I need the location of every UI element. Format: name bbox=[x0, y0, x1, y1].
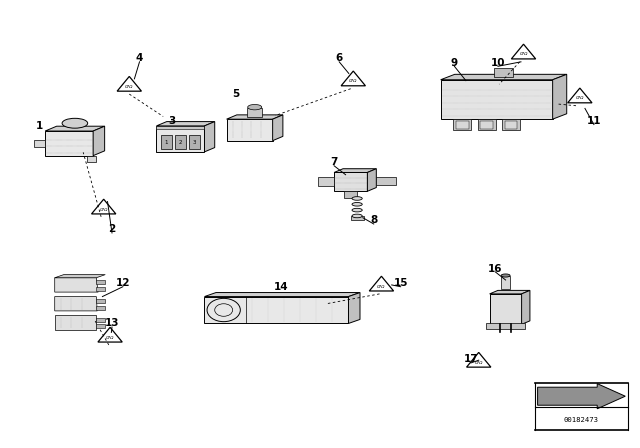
Bar bbox=[486, 323, 525, 329]
Polygon shape bbox=[440, 74, 567, 80]
Bar bbox=[504, 121, 518, 129]
Polygon shape bbox=[156, 126, 204, 152]
Text: 17: 17 bbox=[464, 354, 478, 364]
Text: 6: 6 bbox=[335, 53, 343, 63]
Ellipse shape bbox=[352, 197, 362, 200]
Text: 16: 16 bbox=[488, 264, 502, 274]
Bar bbox=[96, 318, 105, 322]
Text: 2: 2 bbox=[179, 139, 182, 145]
Polygon shape bbox=[227, 119, 273, 141]
Text: 14: 14 bbox=[275, 282, 289, 292]
Polygon shape bbox=[55, 278, 98, 292]
Bar bbox=[453, 119, 471, 130]
Text: 07Ω: 07Ω bbox=[575, 96, 584, 100]
Text: 10: 10 bbox=[491, 58, 505, 68]
Bar bbox=[351, 216, 364, 220]
Polygon shape bbox=[522, 290, 530, 324]
Polygon shape bbox=[204, 121, 214, 152]
Text: 3: 3 bbox=[168, 116, 175, 126]
Text: 7: 7 bbox=[330, 157, 338, 167]
Text: 8: 8 bbox=[370, 215, 378, 225]
Text: 2: 2 bbox=[108, 224, 116, 234]
Bar bbox=[344, 191, 357, 198]
Bar bbox=[502, 119, 520, 130]
Bar bbox=[494, 68, 513, 77]
Text: 1: 1 bbox=[164, 139, 168, 145]
Polygon shape bbox=[55, 275, 105, 278]
Text: 13: 13 bbox=[105, 319, 119, 328]
Polygon shape bbox=[334, 169, 376, 172]
Bar bbox=[96, 280, 105, 284]
Bar bbox=[156, 126, 204, 129]
Bar bbox=[189, 135, 200, 149]
Ellipse shape bbox=[352, 208, 362, 212]
Bar bbox=[481, 121, 493, 129]
Polygon shape bbox=[93, 126, 104, 155]
Polygon shape bbox=[55, 315, 96, 330]
Polygon shape bbox=[227, 115, 283, 119]
Text: 07Ω: 07Ω bbox=[377, 284, 386, 289]
Polygon shape bbox=[334, 172, 367, 191]
Polygon shape bbox=[367, 169, 376, 191]
Ellipse shape bbox=[501, 274, 510, 277]
Text: 07Ω: 07Ω bbox=[125, 85, 134, 89]
Text: 07Ω: 07Ω bbox=[99, 207, 108, 211]
Polygon shape bbox=[45, 126, 104, 131]
Text: 11: 11 bbox=[587, 116, 601, 126]
Ellipse shape bbox=[352, 214, 362, 218]
Polygon shape bbox=[553, 74, 567, 119]
Text: 07Ω: 07Ω bbox=[474, 361, 483, 365]
Text: 12: 12 bbox=[116, 278, 130, 288]
Text: 15: 15 bbox=[394, 278, 408, 288]
Text: 4: 4 bbox=[136, 53, 143, 63]
Polygon shape bbox=[273, 115, 283, 141]
Bar bbox=[478, 119, 496, 130]
Text: 3: 3 bbox=[193, 139, 196, 145]
Bar bbox=[96, 324, 105, 328]
Bar bbox=[175, 135, 186, 149]
Polygon shape bbox=[490, 290, 530, 294]
Polygon shape bbox=[538, 383, 625, 409]
Ellipse shape bbox=[62, 118, 88, 128]
Text: 5: 5 bbox=[232, 89, 239, 99]
Ellipse shape bbox=[352, 202, 362, 206]
Bar bbox=[456, 121, 468, 129]
Text: 9: 9 bbox=[451, 58, 458, 68]
Text: 07Ω: 07Ω bbox=[349, 79, 358, 83]
Text: 00182473: 00182473 bbox=[564, 417, 599, 423]
Ellipse shape bbox=[248, 104, 262, 110]
Text: 1: 1 bbox=[36, 121, 44, 131]
Bar bbox=[247, 108, 262, 117]
Text: 07Ω: 07Ω bbox=[519, 52, 528, 56]
Bar bbox=[376, 177, 396, 185]
Polygon shape bbox=[349, 293, 360, 323]
Bar bbox=[501, 276, 510, 289]
Polygon shape bbox=[440, 80, 553, 119]
Bar bbox=[96, 306, 105, 310]
Bar bbox=[96, 287, 105, 291]
Bar bbox=[34, 140, 45, 147]
Polygon shape bbox=[45, 131, 93, 155]
Polygon shape bbox=[205, 293, 360, 297]
Polygon shape bbox=[55, 297, 97, 311]
Polygon shape bbox=[490, 294, 522, 324]
Bar bbox=[96, 299, 105, 303]
Polygon shape bbox=[156, 121, 214, 126]
Polygon shape bbox=[205, 297, 349, 323]
Bar bbox=[86, 155, 96, 162]
Bar bbox=[318, 177, 334, 186]
Bar bbox=[161, 135, 172, 149]
Text: 07Ω: 07Ω bbox=[106, 336, 115, 340]
